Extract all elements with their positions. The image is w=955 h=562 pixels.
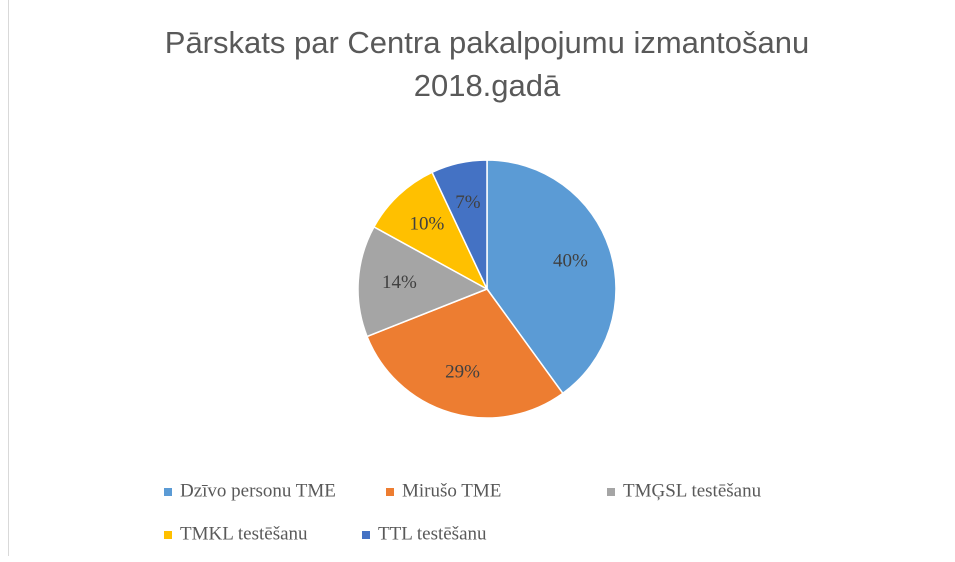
pie-slice <box>372 171 489 291</box>
legend-swatch <box>362 531 370 539</box>
pie-slice <box>486 159 617 395</box>
legend-swatch <box>386 488 394 496</box>
chart-title: 2018.gadā <box>414 68 561 103</box>
chart-title: Pārskats par Centra pakalpojumu izmantoš… <box>165 25 809 60</box>
legend-label: TMĢSL testēšanu <box>623 480 762 501</box>
pie-slice <box>357 225 489 338</box>
pie-slice <box>431 159 488 290</box>
legend-label: TTL testēšanu <box>378 523 487 544</box>
data-label: 29% <box>445 362 480 383</box>
legend-label: Mirušo TME <box>402 480 501 501</box>
data-label: 14% <box>382 272 417 293</box>
legend-label: TMKL testēšanu <box>180 523 308 544</box>
legend-label: Dzīvo personu TME <box>180 480 336 501</box>
legend-swatch <box>164 531 172 539</box>
data-label: 7% <box>455 192 481 213</box>
data-label: 40% <box>553 250 588 271</box>
pie-slice <box>366 288 564 419</box>
legend-swatch <box>607 488 615 496</box>
data-label: 10% <box>410 213 445 234</box>
legend-swatch <box>164 488 172 496</box>
